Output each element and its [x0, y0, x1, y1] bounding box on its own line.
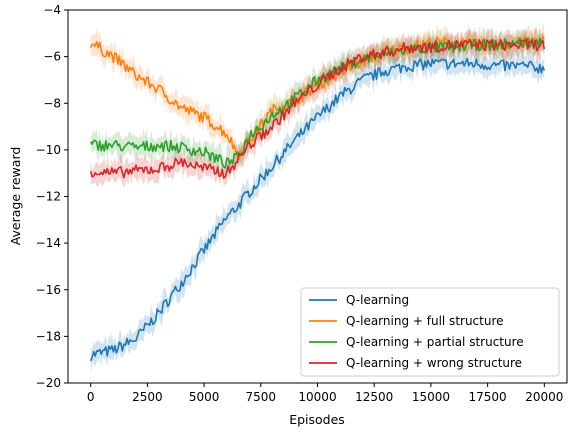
series-band-1: [90, 23, 545, 169]
x-tick-label: 20000: [525, 390, 563, 404]
x-tick-label: 5000: [189, 390, 220, 404]
legend-box: [300, 287, 560, 377]
x-tick-label: 17500: [469, 390, 507, 404]
y-axis-label: Average reward: [8, 147, 23, 246]
legend-entry: Q-learning + partial structure: [346, 335, 524, 349]
y-tick-label: −20: [36, 376, 61, 390]
x-tick-label: 10000: [298, 390, 336, 404]
x-axis-label: Episodes: [289, 412, 345, 427]
x-tick-label: 15000: [412, 390, 450, 404]
legend-entry: Q-learning + wrong structure: [346, 356, 522, 370]
series-lines: [89, 35, 546, 362]
y-axis-ticks: −20 −18 −16 −14 −12 −10 −8 −6 −4: [36, 3, 68, 390]
x-tick-label: 7500: [246, 390, 277, 404]
series-line-3: [89, 38, 546, 179]
legend-entry: Q-learning + full structure: [346, 314, 504, 328]
y-tick-label: −18: [36, 329, 61, 343]
x-tick-label: 12500: [355, 390, 393, 404]
y-tick-label: −16: [36, 283, 61, 297]
legend: Q-learning Q-learning + full structure Q-l…: [300, 287, 560, 377]
y-tick-label: −4: [43, 3, 61, 17]
y-tick-label: −8: [43, 96, 61, 110]
y-tick-label: −10: [36, 143, 61, 157]
y-tick-label: −14: [36, 236, 61, 250]
legend-entry: Q-learning: [346, 293, 409, 307]
x-axis-ticks: 0 2500 5000 7500 10000 12500 15000 17500 20000: [87, 383, 563, 404]
series-band-2: [90, 24, 545, 177]
x-tick-label: 0: [87, 390, 95, 404]
y-tick-label: −6: [43, 50, 61, 64]
y-tick-label: −12: [36, 190, 61, 204]
series-line-0: [89, 57, 546, 362]
x-tick-label: 2500: [132, 390, 163, 404]
